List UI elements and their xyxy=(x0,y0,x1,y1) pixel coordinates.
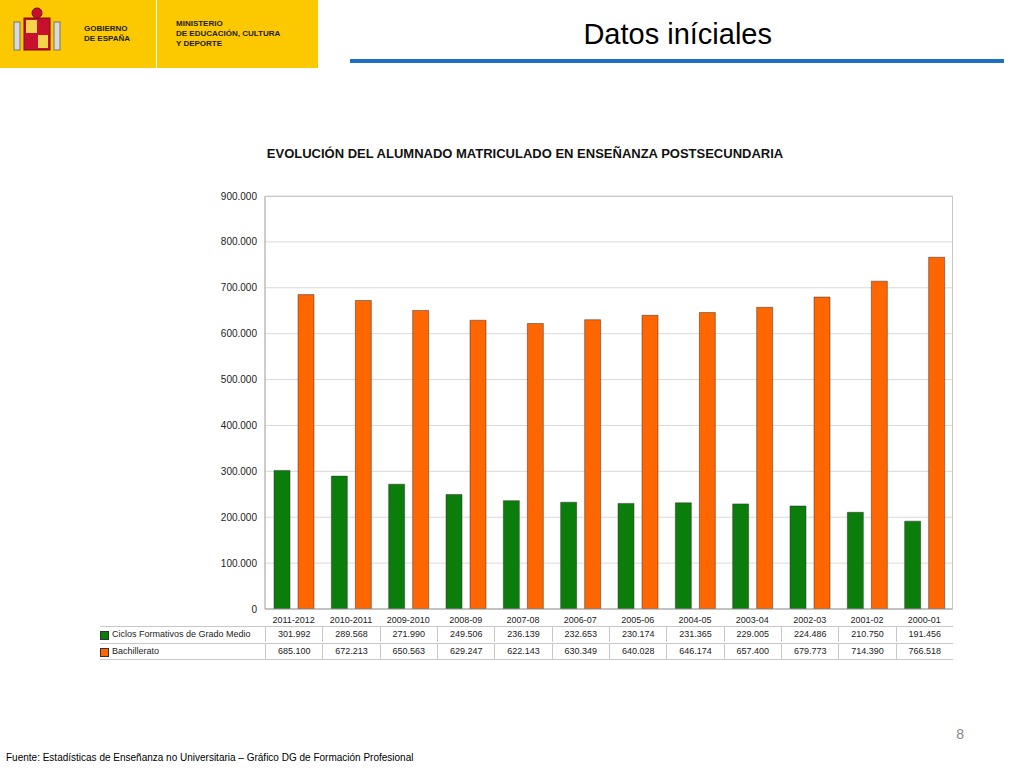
svg-text:2001-02: 2001-02 xyxy=(850,615,883,625)
svg-text:2006-07: 2006-07 xyxy=(564,615,597,625)
html-text:191.456: 191.456 xyxy=(908,629,942,639)
svg-text:2007-08: 2007-08 xyxy=(506,615,539,625)
svg-text:700.000: 700.000 xyxy=(221,282,258,293)
html-text:249.506: 249.506 xyxy=(449,629,483,639)
html-text:MINISTERIO: MINISTERIO xyxy=(176,19,223,28)
svg-text:500.000: 500.000 xyxy=(221,374,258,385)
html-text:714.390: 714.390 xyxy=(851,646,884,656)
html-text:640.028: 640.028 xyxy=(621,646,655,656)
html-text:229.005: 229.005 xyxy=(736,629,770,639)
html-text:650.563: 650.563 xyxy=(392,646,426,656)
html-text:230.174: 230.174 xyxy=(621,629,655,639)
html-text:236.139: 236.139 xyxy=(507,629,540,639)
html-text:629.247: 629.247 xyxy=(449,646,483,656)
html-text:679.773: 679.773 xyxy=(793,646,827,656)
html-text:EVOLUCIÓN DEL ALUMNADO MATRICU: EVOLUCIÓN DEL ALUMNADO MATRICULADO EN EN… xyxy=(266,146,784,161)
svg-text:2009-2010: 2009-2010 xyxy=(387,615,430,625)
html-text:DE ESPAÑA: DE ESPAÑA xyxy=(84,34,131,43)
html-text:GOBIERNO: GOBIERNO xyxy=(84,24,128,33)
html-text:657.400: 657.400 xyxy=(736,646,770,656)
svg-text:100.000: 100.000 xyxy=(221,558,258,569)
html-text:Ciclos Formativos de Grado Med: Ciclos Formativos de Grado Medio xyxy=(112,629,251,639)
html-text:232.653: 232.653 xyxy=(564,629,598,639)
svg-text:800.000: 800.000 xyxy=(221,236,258,247)
html-text:271.990: 271.990 xyxy=(392,629,426,639)
html-text:8: 8 xyxy=(956,726,964,742)
svg-text:2011-2012: 2011-2012 xyxy=(272,615,314,625)
html-text:Y DEPORTE: Y DEPORTE xyxy=(176,39,223,48)
svg-text:2004-05: 2004-05 xyxy=(678,615,711,625)
svg-text:2000-01: 2000-01 xyxy=(908,615,941,625)
html-text:622.143: 622.143 xyxy=(507,646,540,656)
svg-text:600.000: 600.000 xyxy=(221,328,258,339)
html-text:672.213: 672.213 xyxy=(335,646,368,656)
html-text:Fuente: Estadísticas de Enseña: Fuente: Estadísticas de Enseñanza no Uni… xyxy=(6,752,414,763)
html-text:DE EDUCACIÓN, CULTURA: DE EDUCACIÓN, CULTURA xyxy=(176,29,281,38)
svg-text:300.000: 300.000 xyxy=(221,466,258,477)
html-text:685.100: 685.100 xyxy=(277,646,311,656)
html-text:Datos iníciales: Datos iníciales xyxy=(583,18,772,50)
html-text:766.518: 766.518 xyxy=(908,646,942,656)
svg-text:2005-06: 2005-06 xyxy=(621,615,654,625)
svg-text:2010-2011: 2010-2011 xyxy=(330,615,372,625)
svg-text:2003-04: 2003-04 xyxy=(736,615,769,625)
svg-text:2002-03: 2002-03 xyxy=(793,615,826,625)
html-text:289.568: 289.568 xyxy=(335,629,368,639)
html-text:210.750: 210.750 xyxy=(851,629,884,639)
svg-text:2008-09: 2008-09 xyxy=(449,615,482,625)
svg-text:200.000: 200.000 xyxy=(221,512,258,523)
html-text:630.349: 630.349 xyxy=(564,646,598,656)
html-text:646.174: 646.174 xyxy=(679,646,712,656)
html-text:Bachillerato: Bachillerato xyxy=(112,646,159,656)
html-text:301.992: 301.992 xyxy=(277,629,311,639)
svg-text:400.000: 400.000 xyxy=(221,420,258,431)
html-text:231.365: 231.365 xyxy=(679,629,712,639)
html-text:224.486: 224.486 xyxy=(793,629,827,639)
svg-text:900.000: 900.000 xyxy=(221,191,258,202)
svg-text:0: 0 xyxy=(251,604,257,615)
